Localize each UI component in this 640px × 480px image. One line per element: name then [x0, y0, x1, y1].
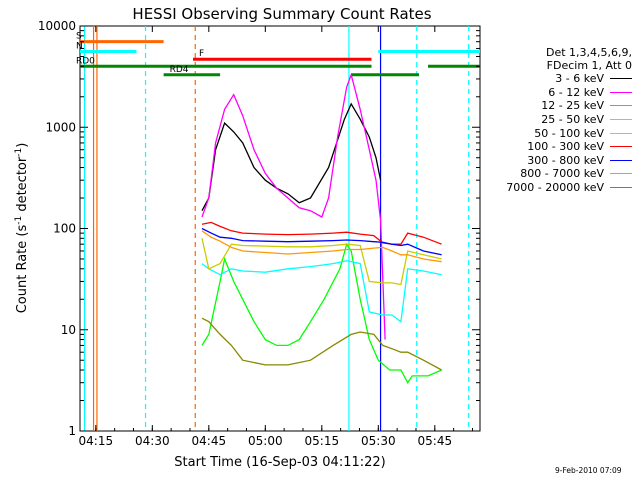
- series-group: [201, 72, 442, 384]
- x-tick-label-6: 05:45: [418, 434, 453, 448]
- legend-entry: 6 - 12 keV: [486, 86, 632, 100]
- x-tick-label-1: 04:30: [135, 434, 170, 448]
- x-tick-label-4: 05:15: [305, 434, 340, 448]
- flag-label-0: S: [76, 32, 82, 42]
- legend-entry-swatch: [610, 119, 632, 121]
- legend-entry-swatch: [610, 146, 632, 148]
- plot-frame: [79, 25, 481, 432]
- flag-label-1: N: [76, 41, 83, 51]
- series-line-5: [201, 221, 442, 245]
- y-axis-label-sup1: -1: [14, 216, 24, 225]
- y-tick-label-2: 100: [53, 222, 76, 236]
- flag-bars: SN F RD0 RD4: [76, 32, 480, 77]
- y-axis-ticks: 1 10 100 1000 10000: [38, 19, 480, 438]
- legend: Det 1,3,4,5,6,9, FDecim 1, Att 0 3 - 6 k…: [486, 46, 632, 194]
- x-tick-label-0: 04:15: [79, 434, 114, 448]
- legend-entry-label: 6 - 12 keV: [548, 85, 604, 99]
- x-tick-label-3: 05:00: [248, 434, 283, 448]
- legend-entry: 7000 - 20000 keV: [486, 181, 632, 195]
- y-axis-label: Count Rate (s-1 detector-1): [14, 143, 30, 314]
- legend-entry-label: 50 - 100 keV: [534, 126, 604, 140]
- y-axis-label-suffix: ): [15, 143, 30, 148]
- vertical-markers: [83, 26, 470, 431]
- y-tick-label-3: 1000: [45, 120, 76, 134]
- legend-entry-swatch: [610, 173, 632, 175]
- legend-header-line-1: Det 1,3,4,5,6,9,: [545, 46, 632, 59]
- series-line-3: [201, 260, 442, 323]
- legend-entry-label: 25 - 50 keV: [541, 113, 604, 127]
- y-axis-label-sup2: -1: [14, 148, 24, 157]
- legend-entry: 100 - 300 keV: [486, 140, 632, 154]
- series-line-4: [201, 238, 442, 286]
- flag-label-4: RD0: [76, 56, 95, 66]
- legend-entry-label: 3 - 6 keV: [555, 72, 604, 86]
- legend-header-line-2: FDecim 1, Att 0: [546, 59, 632, 72]
- legend-entry-label: 100 - 300 keV: [527, 140, 604, 154]
- legend-entry: 3 - 6 keV: [486, 72, 632, 86]
- series-line-8: [201, 317, 442, 371]
- legend-entry-label: 12 - 25 keV: [541, 99, 604, 113]
- legend-entry-swatch: [610, 132, 632, 134]
- legend-entry-swatch: [610, 159, 632, 161]
- legend-entry-swatch: [610, 91, 632, 93]
- legend-entry: 300 - 800 keV: [486, 154, 632, 168]
- x-tick-label-2: 04:45: [192, 434, 227, 448]
- flag-label-3: F: [199, 49, 204, 59]
- y-axis-label-mid: detector: [15, 156, 30, 216]
- y-tick-label-1: 10: [61, 323, 76, 337]
- series-line-2: [201, 242, 442, 384]
- series-line-0: [201, 102, 382, 212]
- y-tick-label-0: 1: [68, 424, 76, 438]
- legend-entry-label: 800 - 7000 keV: [520, 167, 604, 181]
- legend-entries: 3 - 6 keV 6 - 12 keV 12 - 25 keV 25 - 50 ke…: [486, 72, 632, 194]
- legend-entry: 25 - 50 keV: [486, 113, 632, 127]
- legend-entry-swatch: [610, 78, 632, 80]
- legend-entry-swatch: [610, 105, 632, 107]
- x-axis-label: Start Time (16-Sep-03 04:11:22): [174, 455, 385, 470]
- legend-entry-label: 7000 - 20000 keV: [506, 181, 604, 195]
- legend-entry-label: 300 - 800 keV: [527, 153, 604, 167]
- x-axis-ticks: 04:15 04:30 04:45 05:00 05:15 05:30 05:45: [79, 26, 473, 448]
- timestamp: 9-Feb-2010 07:09: [555, 466, 622, 475]
- legend-entry: 12 - 25 keV: [486, 99, 632, 113]
- chart-title: HESSI Observing Summary Count Rates: [132, 5, 431, 23]
- y-tick-label-4: 10000: [38, 19, 76, 33]
- flag-label-5: RD4: [170, 65, 189, 75]
- x-tick-label-5: 05:30: [361, 434, 396, 448]
- legend-entry: 800 - 7000 keV: [486, 167, 632, 181]
- series-line-1: [201, 72, 386, 340]
- series-line-7: [201, 230, 442, 263]
- series-line-6: [201, 227, 442, 256]
- y-axis-label-prefix: Count Rate (s: [15, 225, 30, 314]
- legend-entry: 50 - 100 keV: [486, 126, 632, 140]
- legend-entry-swatch: [610, 187, 632, 189]
